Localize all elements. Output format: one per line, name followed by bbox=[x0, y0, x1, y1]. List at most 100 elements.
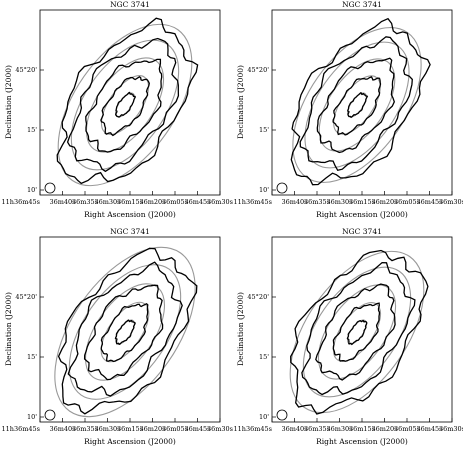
x-tick-label: 36m05s bbox=[394, 198, 420, 206]
x-tick-label: 36m40s bbox=[49, 198, 75, 206]
x-tick-label: 36m30s bbox=[207, 425, 233, 433]
observed-contours bbox=[290, 249, 429, 415]
beam-circle bbox=[44, 182, 56, 194]
y-tick-label: 15' bbox=[27, 126, 37, 134]
y-tick-label: 15' bbox=[27, 353, 37, 361]
x-axis-label: Right Ascension (J2000) bbox=[316, 210, 408, 219]
model-contour bbox=[68, 264, 182, 400]
beam-circle bbox=[276, 409, 288, 421]
y-tick-label: 10' bbox=[27, 186, 37, 194]
x-ticks: 11h36m45s 36m40s36m35s36m30s36m15s36m20s3… bbox=[234, 418, 463, 433]
x-tick-label: 36m40s bbox=[281, 425, 307, 433]
observed-contour bbox=[299, 36, 413, 172]
x-axis-label: Right Ascension (J2000) bbox=[84, 437, 176, 446]
chart-panel-1: NGC 3741 45°20' 15' 10' 11h36m45s 36m40s 36m… bbox=[0, 0, 234, 227]
x-tick-label: 36m20s bbox=[139, 198, 165, 206]
observed-contour bbox=[315, 283, 396, 381]
observed-contour bbox=[332, 302, 381, 362]
x-tick-label: 36m35s bbox=[72, 198, 98, 206]
x-tick-label: 36m45s bbox=[184, 198, 210, 206]
model-contour bbox=[85, 57, 165, 153]
observed-contour bbox=[57, 247, 198, 415]
model-contour bbox=[289, 250, 425, 414]
x-tick-label: 36m30s bbox=[326, 425, 352, 433]
y-tick-label: 45°20' bbox=[247, 66, 269, 74]
x-tick-label: 36m30s bbox=[94, 198, 120, 206]
y-ticks: 45°20' 15' 10' bbox=[247, 66, 276, 194]
x-tick-label: 36m05s bbox=[162, 425, 188, 433]
y-axis-label: Declination (J2000) bbox=[4, 292, 13, 366]
observed-contour bbox=[316, 57, 395, 154]
panel-title: NGC 3741 bbox=[110, 0, 150, 9]
x-tick-label: 36m05s bbox=[394, 425, 420, 433]
model-contours bbox=[289, 250, 425, 414]
chart-svg-1: NGC 3741 45°20'15'10' 11h36m45s 36m40s36m… bbox=[2, 0, 234, 219]
x-tick-label: 36m45s bbox=[416, 425, 442, 433]
x-tick-label: 36m30s bbox=[326, 198, 352, 206]
y-axis-label: Declination (J2000) bbox=[236, 292, 245, 366]
observed-contour bbox=[290, 17, 431, 186]
model-contours bbox=[292, 27, 422, 183]
model-contour bbox=[100, 75, 150, 135]
y-tick-label: 45°20' bbox=[15, 66, 37, 74]
y-axis-label: Declination (J2000) bbox=[236, 65, 245, 139]
plot-frame bbox=[271, 236, 453, 423]
chart-svg-4: NGC 3741 45°20'15'10' 11h36m45s 36m40s36m… bbox=[234, 227, 463, 446]
panel-title: NGC 3741 bbox=[342, 0, 382, 9]
model-contour bbox=[292, 27, 422, 183]
observed-contour bbox=[100, 303, 149, 363]
observed-contour bbox=[332, 76, 382, 136]
x-tick-label: 11h36m45s bbox=[2, 198, 41, 206]
x-tick-label: 36m15s bbox=[117, 425, 143, 433]
observed-contours bbox=[57, 247, 198, 415]
beam-circle bbox=[44, 409, 56, 421]
chart-panel-2: NGC 3741 45°20' 15' 10' 11h36m45s 36m40s 36m… bbox=[232, 0, 463, 227]
observed-contours bbox=[56, 17, 199, 185]
observed-contour bbox=[66, 37, 180, 173]
x-tick-label: 36m15s bbox=[349, 425, 375, 433]
y-tick-label: 45°20' bbox=[15, 293, 37, 301]
x-tick-label: 36m45s bbox=[416, 198, 442, 206]
model-contour bbox=[115, 319, 135, 345]
x-ticks: 11h36m45s 36m40s36m35s36m30s36m15s36m20s3… bbox=[2, 418, 233, 433]
x-tick-label: 36m30s bbox=[439, 425, 463, 433]
observed-contours bbox=[290, 17, 431, 186]
x-tick-label: 36m30s bbox=[439, 198, 463, 206]
x-tick-label: 36m35s bbox=[304, 198, 330, 206]
model-contour bbox=[304, 41, 410, 169]
y-tick-label: 10' bbox=[259, 186, 269, 194]
x-tick-label: 36m15s bbox=[349, 198, 375, 206]
y-ticks: 45°20' 15' 10' bbox=[247, 293, 276, 421]
observed-contour bbox=[83, 284, 164, 381]
x-tick-label: 36m05s bbox=[162, 198, 188, 206]
x-axis-label: Right Ascension (J2000) bbox=[84, 210, 176, 219]
x-tick-label: 11h36m45s bbox=[2, 425, 41, 433]
x-tick-label: 36m20s bbox=[371, 425, 397, 433]
observed-contour bbox=[301, 261, 416, 396]
y-tick-label: 15' bbox=[259, 353, 269, 361]
model-contours bbox=[57, 23, 193, 187]
x-tick-label: 36m20s bbox=[139, 425, 165, 433]
beam-circle bbox=[276, 182, 288, 194]
x-ticks: 11h36m45s 36m40s36m35s36m30s36m15s36m20s3… bbox=[2, 191, 233, 206]
x-tick-label: 36m30s bbox=[207, 198, 233, 206]
panel-title: NGC 3741 bbox=[110, 227, 150, 236]
x-tick-label: 36m40s bbox=[49, 425, 75, 433]
x-tick-label: 11h36m45s bbox=[234, 198, 273, 206]
model-contour bbox=[54, 246, 196, 418]
x-axis-label: Right Ascension (J2000) bbox=[316, 437, 408, 446]
x-tick-label: 36m40s bbox=[281, 198, 307, 206]
y-tick-label: 15' bbox=[259, 126, 269, 134]
x-tick-label: 36m30s bbox=[94, 425, 120, 433]
model-contour bbox=[84, 283, 166, 381]
observed-contour bbox=[114, 319, 136, 346]
chart-svg-3: NGC 3741 45°20'15'10' 11h36m45s 36m40s36m… bbox=[2, 227, 234, 446]
plot-frame bbox=[39, 9, 221, 196]
y-tick-label: 10' bbox=[259, 413, 269, 421]
plot-frame bbox=[39, 236, 221, 423]
y-ticks: 45°20' 15' 10' bbox=[15, 66, 44, 194]
model-contour bbox=[332, 302, 382, 362]
observed-contour bbox=[346, 319, 368, 346]
model-contour bbox=[302, 266, 412, 398]
chart-svg-2: NGC 3741 45°20'15'10' 11h36m45s 36m40s36m… bbox=[234, 0, 463, 219]
